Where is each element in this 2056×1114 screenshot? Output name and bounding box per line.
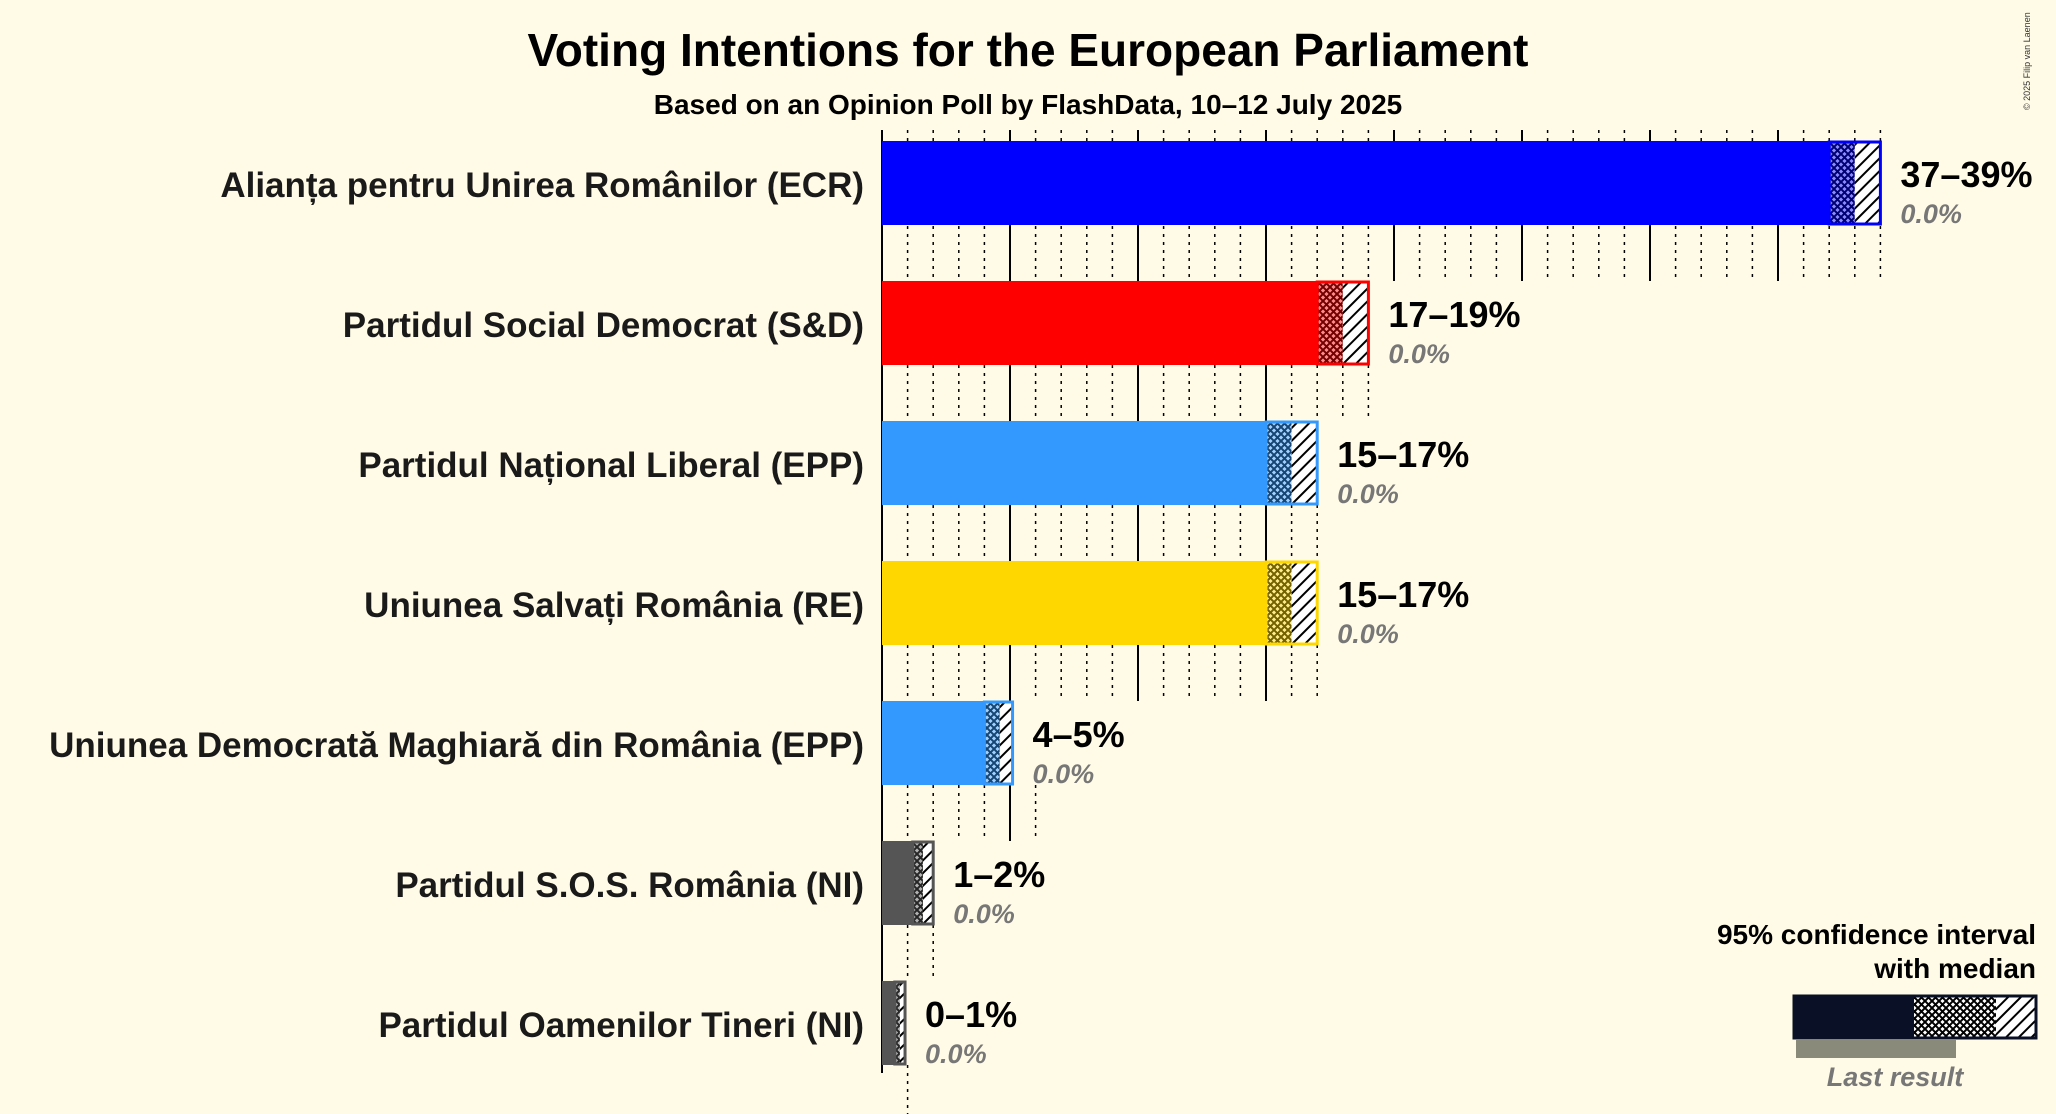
bar-solid xyxy=(882,561,1266,645)
range-label: 1–2% xyxy=(953,854,1045,895)
party-label: Alianța pentru Unirea Românilor (ECR) xyxy=(220,166,864,205)
range-label: 37–39% xyxy=(1900,154,2032,195)
bar-ci-crosshatch xyxy=(1829,141,1855,225)
legend-ci-solid xyxy=(1794,996,1914,1038)
bar-ci-diagonal xyxy=(1291,561,1318,645)
bar-solid xyxy=(882,421,1266,505)
legend-ci-line2: with median xyxy=(1873,953,2036,984)
bar-ci-border xyxy=(1827,140,1882,226)
copyright-notice: © 2025 Filip van Laenen xyxy=(2022,12,2032,110)
bar-ci-crosshatch xyxy=(984,701,1000,785)
bar-solid xyxy=(882,281,1318,365)
bar-ci-diagonal xyxy=(1342,281,1369,365)
bar-ci-border xyxy=(1264,560,1319,646)
last-result-label: 0.0% xyxy=(1337,619,1399,649)
party-label: Partidul Oamenilor Tineri (NI) xyxy=(378,1006,864,1045)
last-result-label: 0.0% xyxy=(1033,759,1095,789)
bar-ci-diagonal xyxy=(1854,141,1881,225)
party-label: Partidul S.O.S. România (NI) xyxy=(395,866,864,905)
last-result-label: 0.0% xyxy=(1337,479,1399,509)
party-label: Partidul Social Democrat (S&D) xyxy=(343,306,864,345)
bars-group: Alianța pentru Unirea Românilor (ECR) 37–… xyxy=(49,140,2033,1069)
bar-ci-crosshatch xyxy=(1266,561,1292,645)
bar-ci-border xyxy=(982,700,1015,786)
range-label: 4–5% xyxy=(1033,714,1125,755)
chart-title: Voting Intentions for the European Parli… xyxy=(528,24,1529,76)
bar-ci-crosshatch xyxy=(912,841,923,925)
range-label: 15–17% xyxy=(1337,434,1469,475)
bar-solid xyxy=(882,981,895,1065)
bar-ci-border xyxy=(1315,280,1370,366)
last-result-label: 0.0% xyxy=(1900,199,1962,229)
bar-ci-diagonal xyxy=(922,841,934,925)
last-result-label: 0.0% xyxy=(1388,339,1450,369)
legend-ci-crosshatch xyxy=(1914,996,1996,1038)
bar-solid xyxy=(882,141,1830,225)
party-label: Uniunea Democrată Maghiară din România (… xyxy=(49,726,864,765)
range-label: 0–1% xyxy=(925,994,1017,1035)
party-label: Partidul Național Liberal (EPP) xyxy=(358,446,864,485)
bar-ci-crosshatch xyxy=(894,981,900,1065)
last-result-label: 0.0% xyxy=(953,899,1015,929)
chart-subtitle: Based on an Opinion Poll by FlashData, 1… xyxy=(654,89,1402,120)
legend-last-result-label: Last result xyxy=(1827,1062,1965,1092)
legend-ci-diagonal xyxy=(1996,996,2036,1038)
legend: 95% confidence interval with median Last… xyxy=(1717,919,2038,1092)
bar-ci-border xyxy=(911,840,935,926)
bar-solid xyxy=(882,841,913,925)
party-label: Uniunea Salvați România (RE) xyxy=(364,586,864,625)
bar-ci-border xyxy=(1264,420,1319,506)
range-label: 17–19% xyxy=(1388,294,1520,335)
bar-ci-diagonal xyxy=(999,701,1013,785)
range-label: 15–17% xyxy=(1337,574,1469,615)
legend-ci-line1: 95% confidence interval xyxy=(1717,919,2036,950)
bar-ci-crosshatch xyxy=(1317,281,1343,365)
legend-ci-border xyxy=(1792,994,2038,1040)
bar-ci-diagonal xyxy=(899,981,906,1065)
bar-ci-diagonal xyxy=(1291,421,1318,505)
bar-ci-border xyxy=(893,980,907,1066)
bar-solid xyxy=(882,701,985,785)
last-result-label: 0.0% xyxy=(925,1039,987,1069)
legend-last-result-bar xyxy=(1796,1040,1956,1058)
bar-ci-crosshatch xyxy=(1266,421,1292,505)
